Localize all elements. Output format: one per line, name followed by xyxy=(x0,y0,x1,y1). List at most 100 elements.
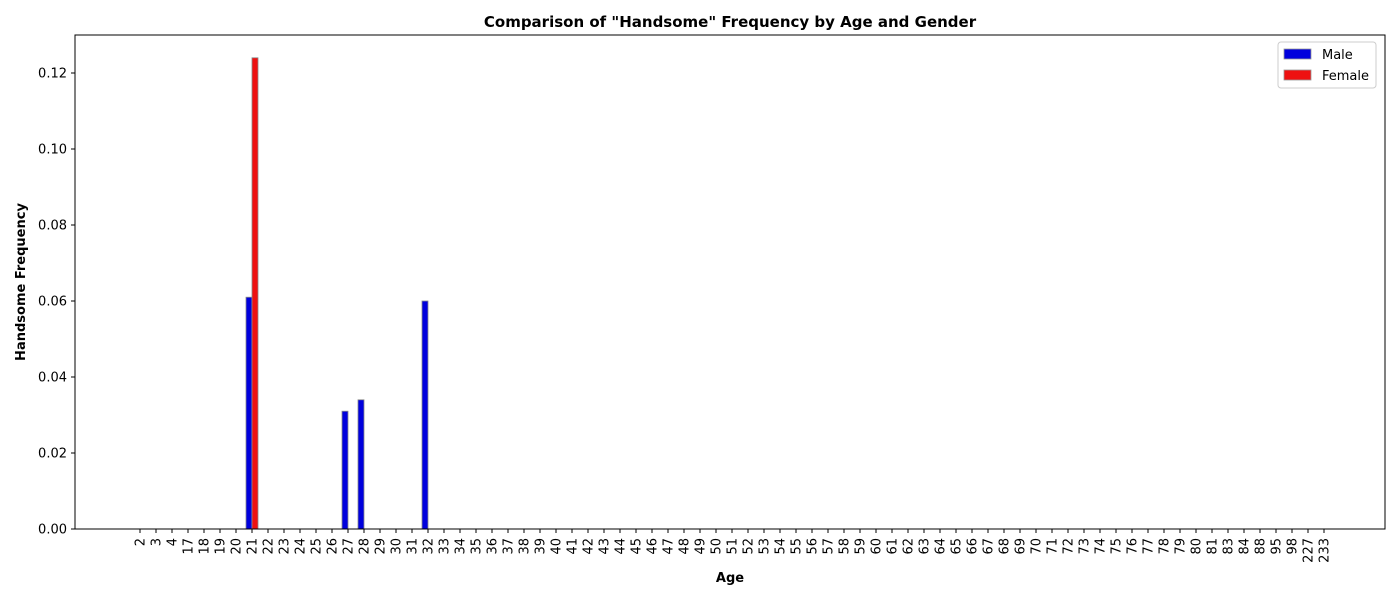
x-tick-label: 35 xyxy=(470,538,485,555)
x-tick-label: 29 xyxy=(374,538,389,555)
x-tick-label: 41 xyxy=(566,538,581,555)
x-tick-label: 57 xyxy=(822,538,837,555)
x-tick-label: 53 xyxy=(758,538,773,555)
x-tick-label: 233 xyxy=(1318,538,1333,563)
x-tick-label: 45 xyxy=(630,538,645,555)
x-tick-label: 20 xyxy=(230,538,245,555)
y-axis-title: Handsome Frequency xyxy=(14,203,29,361)
x-tick-label: 48 xyxy=(678,538,693,555)
x-tick-label: 71 xyxy=(1046,538,1061,555)
x-tick-label: 77 xyxy=(1142,538,1157,555)
legend-label-male: Male xyxy=(1322,48,1353,63)
x-tick-label: 70 xyxy=(1030,538,1045,555)
x-tick-label: 58 xyxy=(838,538,853,555)
x-tick-label: 78 xyxy=(1158,538,1173,555)
x-tick-label: 37 xyxy=(502,538,517,555)
legend: Male Female xyxy=(1277,41,1377,89)
x-tick-label: 88 xyxy=(1254,538,1269,555)
x-tick-label: 39 xyxy=(534,538,549,555)
x-tick-label: 60 xyxy=(870,538,885,555)
x-tick-label: 46 xyxy=(646,538,661,555)
x-tick-label: 19 xyxy=(214,538,229,555)
x-tick-label: 62 xyxy=(902,538,917,555)
x-axis-title: Age xyxy=(716,571,744,586)
x-tick-label: 76 xyxy=(1126,538,1141,555)
x-tick-label: 227 xyxy=(1302,538,1317,563)
x-tick-label: 81 xyxy=(1206,538,1221,555)
x-tick-label: 65 xyxy=(950,538,965,555)
x-tick-label: 84 xyxy=(1238,538,1253,555)
x-tick-label: 32 xyxy=(422,538,437,555)
x-tick-label: 63 xyxy=(918,538,933,555)
x-tick-label: 67 xyxy=(982,538,997,555)
x-tick-label: 44 xyxy=(614,538,629,555)
x-tick-label: 42 xyxy=(582,538,597,555)
y-tick-label: 0.06 xyxy=(38,295,67,310)
x-tick-label: 43 xyxy=(598,538,613,555)
x-tick-label: 59 xyxy=(854,538,869,555)
y-axis: 0.00 0.02 0.04 0.06 0.08 0.10 0.12 xyxy=(38,67,75,538)
y-tick-label: 0.12 xyxy=(38,67,67,82)
x-tick-label: 40 xyxy=(550,538,565,555)
x-tick-label: 95 xyxy=(1270,538,1285,555)
x-tick-label: 56 xyxy=(806,538,821,555)
x-tick-label: 26 xyxy=(326,538,341,555)
x-tick-label: 80 xyxy=(1190,538,1205,555)
x-tick-label: 3 xyxy=(150,538,165,546)
legend-swatch-male xyxy=(1283,48,1312,60)
legend-label-female: Female xyxy=(1322,69,1369,84)
x-tick-label: 25 xyxy=(310,538,325,555)
x-tick-label: 73 xyxy=(1078,538,1093,555)
x-tick-label: 51 xyxy=(726,538,741,555)
y-tick-label: 0.04 xyxy=(38,371,67,386)
x-tick-label: 4 xyxy=(166,538,181,546)
x-tick-label: 47 xyxy=(662,538,677,555)
x-tick-label: 31 xyxy=(406,538,421,555)
bars-group xyxy=(245,57,429,530)
x-tick-label: 66 xyxy=(966,538,981,555)
bar-male-28 xyxy=(357,399,365,530)
x-tick-label: 36 xyxy=(486,538,501,555)
x-tick-label: 2 xyxy=(134,538,149,546)
x-tick-label: 30 xyxy=(390,538,405,555)
x-tick-label: 98 xyxy=(1286,538,1301,555)
y-tick-label: 0.00 xyxy=(38,523,67,538)
x-tick-label: 38 xyxy=(518,538,533,555)
x-tick-label: 75 xyxy=(1110,538,1125,555)
x-tick-label: 79 xyxy=(1174,538,1189,555)
y-tick-label: 0.08 xyxy=(38,219,67,234)
x-tick-label: 54 xyxy=(774,538,789,555)
bar-male-21 xyxy=(245,296,253,530)
plot-area-frame xyxy=(74,34,1386,530)
x-tick-label: 22 xyxy=(262,538,277,555)
x-tick-label: 50 xyxy=(710,538,725,555)
x-tick-label: 24 xyxy=(294,538,309,555)
x-tick-label: 74 xyxy=(1094,538,1109,555)
x-tick-label: 72 xyxy=(1062,538,1077,555)
x-tick-label: 17 xyxy=(182,538,197,555)
x-tick-label: 52 xyxy=(742,538,757,555)
y-tick-label: 0.02 xyxy=(38,447,67,462)
x-tick-label: 23 xyxy=(278,538,293,555)
x-tick-label: 68 xyxy=(998,538,1013,555)
x-tick-label: 33 xyxy=(438,538,453,555)
x-axis: 2 3 4 17 18 19 20 21 22 23 24 25 26 27 28 29 30 31 32 33 34 3… xyxy=(134,529,1333,563)
x-tick-label: 55 xyxy=(790,538,805,555)
bar-female-21 xyxy=(251,57,259,530)
x-tick-label: 21 xyxy=(246,538,261,555)
x-tick-label: 27 xyxy=(342,538,357,555)
x-tick-label: 18 xyxy=(198,538,213,555)
x-tick-label: 28 xyxy=(358,538,373,555)
chart-title: Comparison of "Handsome" Frequency by Ag… xyxy=(484,13,977,31)
y-tick-label: 0.10 xyxy=(38,143,67,158)
x-tick-label: 83 xyxy=(1222,538,1237,555)
x-tick-label: 69 xyxy=(1014,538,1029,555)
x-tick-label: 61 xyxy=(886,538,901,555)
bar-male-27 xyxy=(341,410,349,530)
x-tick-label: 49 xyxy=(694,538,709,555)
legend-swatch-female xyxy=(1283,69,1312,81)
bar-male-32 xyxy=(421,300,429,530)
x-tick-label: 64 xyxy=(934,538,949,555)
x-tick-label: 34 xyxy=(454,538,469,555)
